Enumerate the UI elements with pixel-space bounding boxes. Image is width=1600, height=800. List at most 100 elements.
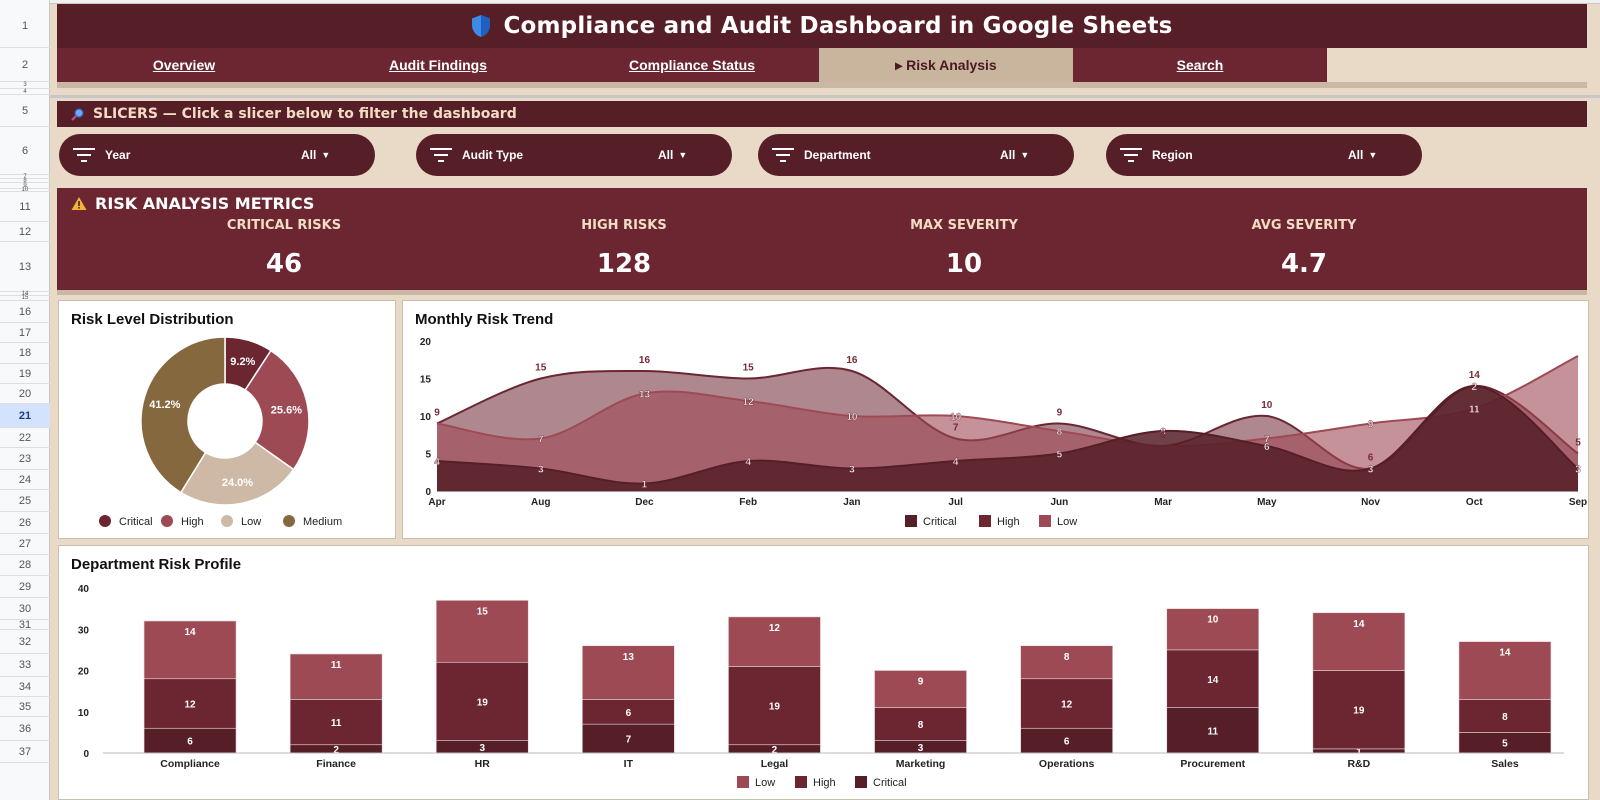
slicer-header: SLICERS — Click a slicer below to filter… <box>57 101 1587 127</box>
row-number[interactable]: 4 <box>0 89 50 95</box>
slicer-year[interactable]: Year All ▼ <box>59 134 375 176</box>
row-number[interactable]: 16 <box>0 301 50 323</box>
bar-low[interactable] <box>874 670 967 708</box>
slicer-label: Year <box>105 148 131 162</box>
bar-high[interactable] <box>1166 649 1260 708</box>
slicer-audit-type[interactable]: Audit Type All ▼ <box>416 134 732 176</box>
bar-low[interactable] <box>1166 608 1260 651</box>
row-number[interactable]: 35 <box>0 697 50 717</box>
legend-swatch <box>99 515 111 527</box>
area-data-label: 16 <box>639 355 651 366</box>
bar-low[interactable] <box>435 600 529 663</box>
row-number[interactable]: 37 <box>0 741 50 763</box>
area-data-label: 2 <box>1471 382 1477 393</box>
row-number[interactable]: 20 <box>0 384 50 404</box>
row-number[interactable]: 15 <box>0 295 50 301</box>
row-number[interactable]: 17 <box>0 323 50 343</box>
line-critical[interactable] <box>436 384 1579 485</box>
bar-data-label: 13 <box>623 652 635 663</box>
row-number[interactable]: 30 <box>0 598 50 620</box>
row-number[interactable]: 32 <box>0 630 50 654</box>
row-number[interactable]: 34 <box>0 677 50 697</box>
slicer-value: All <box>658 148 674 162</box>
tab-risk-analysis[interactable]: ▸ Risk Analysis <box>819 48 1073 82</box>
pie-slice-low[interactable] <box>179 441 295 506</box>
row-number[interactable]: 23 <box>0 448 50 470</box>
slicer-value: All <box>1348 148 1364 162</box>
bar-low[interactable] <box>582 645 675 700</box>
tab-overview[interactable]: Overview <box>57 48 311 82</box>
bar-critical[interactable] <box>582 723 675 754</box>
row-number[interactable]: 19 <box>0 364 50 384</box>
row-number[interactable]: 33 <box>0 654 50 677</box>
pie-slice-high[interactable] <box>244 349 310 471</box>
row-number[interactable]: 24 <box>0 470 50 490</box>
row-number[interactable]: 13 <box>0 242 50 292</box>
tab-audit-findings[interactable]: Audit Findings <box>311 48 565 82</box>
column-header-strip[interactable] <box>50 0 1600 4</box>
tab-search[interactable]: Search <box>1073 48 1327 82</box>
row-number[interactable]: 2 <box>0 48 50 82</box>
area-data-label: 15 <box>743 363 755 374</box>
row-number[interactable]: 6 <box>0 127 50 175</box>
row-number[interactable]: 29 <box>0 576 50 598</box>
bar-high[interactable] <box>1020 678 1113 729</box>
area-data-label: 9 <box>1057 408 1063 419</box>
y-tick-label: 30 <box>78 625 90 636</box>
bar-low[interactable] <box>1020 645 1113 680</box>
bar-low[interactable] <box>1458 641 1552 700</box>
bar-low[interactable] <box>143 620 237 680</box>
bar-low[interactable] <box>289 653 383 700</box>
row-number[interactable]: 11 <box>0 192 50 222</box>
slicer-department[interactable]: Department All ▼ <box>758 134 1074 176</box>
bar-critical[interactable] <box>1166 707 1260 754</box>
row-number[interactable]: 26 <box>0 512 50 534</box>
bar-high[interactable] <box>435 661 529 741</box>
pie-slice-medium[interactable] <box>140 336 226 494</box>
area-data-label: 14 <box>1469 370 1481 381</box>
bar-low[interactable] <box>1312 612 1406 671</box>
bar-critical[interactable] <box>143 727 237 754</box>
row-number[interactable]: 9 <box>0 183 50 189</box>
row-number[interactable]: 10 <box>0 187 50 193</box>
row-number[interactable]: 3 <box>0 82 50 89</box>
filter-icon <box>772 148 794 162</box>
bar-high[interactable] <box>289 699 383 746</box>
bar-data-label: 1 <box>1356 747 1362 758</box>
row-number[interactable]: 27 <box>0 534 50 555</box>
row-number[interactable]: 12 <box>0 222 50 242</box>
bar-high[interactable] <box>728 666 821 746</box>
line-low[interactable] <box>436 355 1579 448</box>
row-number[interactable]: 14 <box>0 291 50 297</box>
bar-high[interactable] <box>874 707 967 741</box>
bar-data-label: 9 <box>918 677 924 688</box>
row-number[interactable]: 5 <box>0 95 50 127</box>
bar-critical[interactable] <box>1020 727 1113 754</box>
row-number[interactable]: 31 <box>0 620 50 631</box>
x-tick-label: Compliance <box>160 758 220 770</box>
risk-level-distribution-card[interactable]: Risk Level Distribution 9.2% 25.6% 24.0% 41… <box>58 300 396 539</box>
bar-data-label: 19 <box>477 697 489 708</box>
row-number[interactable]: 1 <box>0 4 50 48</box>
bar-high[interactable] <box>582 699 675 725</box>
bar-low[interactable] <box>728 616 821 667</box>
row-number[interactable]: 22 <box>0 428 50 448</box>
monthly-risk-trend-card[interactable]: Monthly Risk Trend 0 5 10 15 20 4 3 1 4 3 4 5 8 6 3 2 3 9… <box>402 300 1589 539</box>
row-number[interactable]: 25 <box>0 490 50 512</box>
row-number[interactable]: 7 <box>0 174 50 180</box>
area-critical[interactable] <box>437 386 1578 491</box>
bar-high[interactable] <box>143 678 237 729</box>
tab-compliance-status[interactable]: Compliance Status <box>565 48 819 82</box>
x-tick-label: Dec <box>635 497 654 508</box>
bar-high[interactable] <box>1458 699 1552 733</box>
row-number[interactable]: 18 <box>0 343 50 364</box>
row-number[interactable]: 21 <box>0 404 50 428</box>
row-number[interactable]: 8 <box>0 178 50 184</box>
kpi-avg-severity: AVG SEVERITY 4.7 <box>1134 218 1474 279</box>
bar-high[interactable] <box>1312 670 1406 750</box>
row-number[interactable]: 36 <box>0 717 50 741</box>
row-number[interactable]: 28 <box>0 555 50 576</box>
slicer-region[interactable]: Region All ▼ <box>1106 134 1422 176</box>
department-risk-profile-card[interactable]: Department Risk Profile 0 10 20 30 40 6 12 14 Co… <box>58 545 1589 800</box>
